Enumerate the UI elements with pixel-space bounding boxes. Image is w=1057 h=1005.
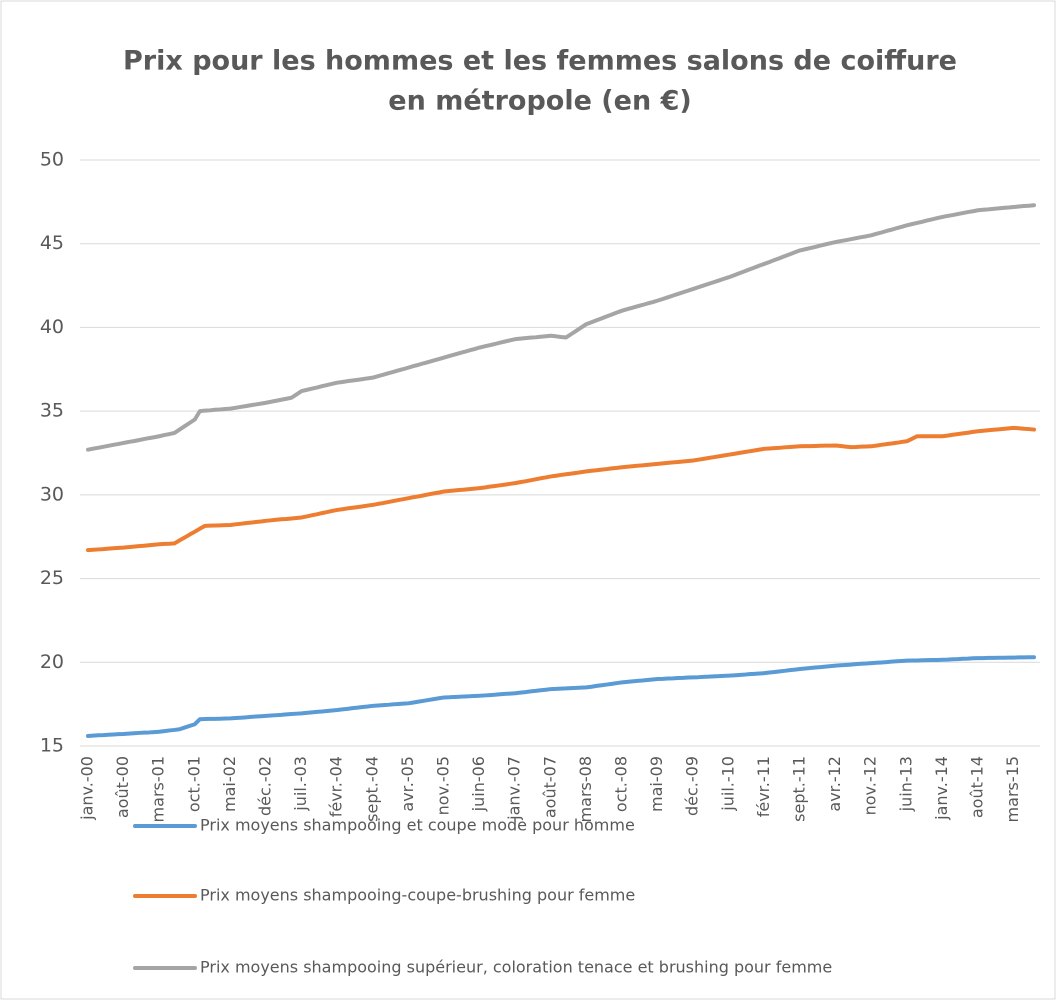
series-line (86, 425, 1036, 553)
x-tick-label: mai-02 (220, 756, 239, 812)
x-tick-label: mai-09 (647, 756, 666, 812)
x-tick-label: avr.-12 (825, 756, 844, 812)
x-tick-label: nov.-05 (434, 756, 453, 815)
chart-title: en métropole (en €) (388, 86, 691, 117)
legend-label: Prix moyens shampooing supérieur, colora… (200, 958, 832, 977)
legend-label: Prix moyens shampooing et coupe mode pou… (200, 816, 635, 835)
x-tick-label: févr.-04 (327, 756, 346, 817)
legend-label: Prix moyens shampooing-coupe-brushing po… (200, 886, 635, 905)
x-tick-label: janv.-14 (932, 756, 951, 821)
x-tick-label: déc.-09 (683, 756, 702, 816)
x-tick-label: juil.-03 (291, 756, 310, 812)
x-tick-label: déc.-02 (256, 756, 275, 816)
x-tick-label: sept.-11 (790, 756, 809, 822)
x-tick-label: août-14 (968, 756, 987, 818)
y-tick-label: 15 (40, 735, 64, 757)
y-tick-label: 30 (40, 483, 64, 505)
x-tick-label: mars-15 (1003, 756, 1022, 822)
x-tick-label: mars-08 (576, 756, 595, 822)
x-tick-label: sept.-04 (362, 756, 381, 822)
y-tick-label: 40 (40, 316, 64, 338)
x-tick-label: août-07 (540, 756, 559, 818)
x-tick-label: oct.-08 (612, 756, 631, 812)
y-tick-label: 35 (40, 400, 64, 422)
series-line (86, 203, 1036, 452)
series-line (86, 655, 1036, 738)
x-tick-label: oct.-01 (184, 756, 203, 812)
y-tick-label: 20 (40, 651, 64, 673)
y-tick-label: 25 (40, 567, 64, 589)
x-tick-label: juil.-10 (718, 756, 737, 812)
y-tick-label: 45 (40, 232, 64, 254)
chart-title: Prix pour les hommes et les femmes salon… (123, 46, 957, 77)
x-tick-label: mars-01 (149, 756, 168, 822)
x-tick-label: juin-06 (469, 756, 488, 812)
x-tick-label: janv.-07 (505, 756, 524, 821)
x-tick-label: juin-13 (896, 756, 915, 812)
x-tick-label: nov.-12 (861, 756, 880, 815)
x-tick-label: août-00 (113, 756, 132, 818)
x-tick-label: avr.-05 (398, 756, 417, 812)
y-tick-label: 50 (40, 149, 64, 171)
x-tick-label: janv.-00 (78, 756, 97, 821)
x-tick-label: févr.-11 (754, 756, 773, 817)
